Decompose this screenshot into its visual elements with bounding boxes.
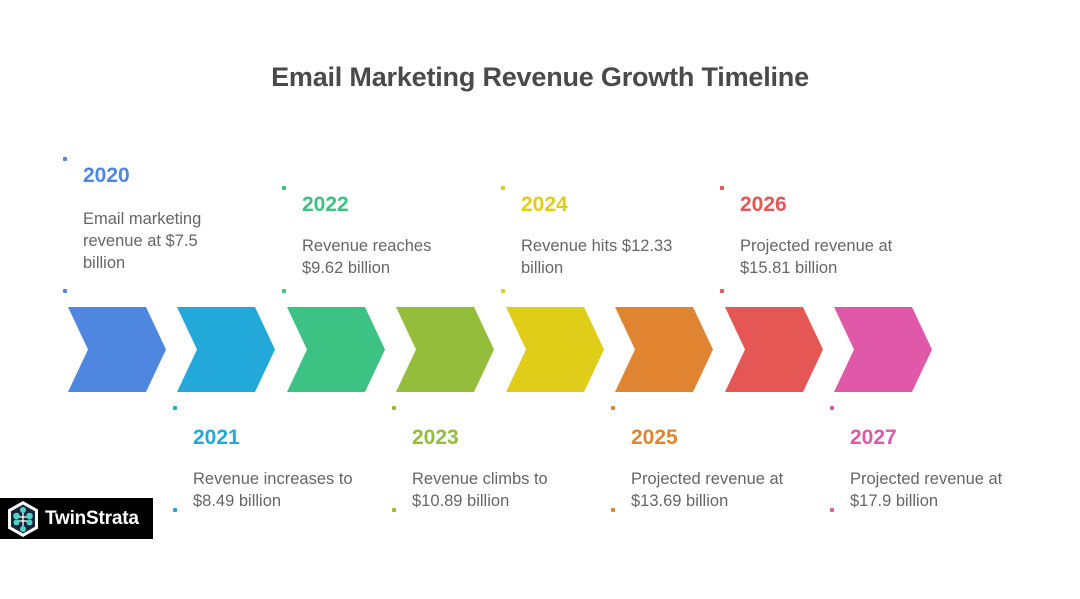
marker-dot — [63, 289, 67, 293]
marker-dot — [282, 186, 286, 190]
timeline-item-2022: 2022 Revenue reaches $9.62 billion — [302, 193, 512, 279]
year-label: 2023 — [412, 426, 459, 449]
chevron-2021 — [177, 307, 275, 392]
marker-dot — [830, 508, 834, 512]
chevron-2027 — [834, 307, 932, 392]
description: Projected revenue at $17.9 billion — [850, 470, 1003, 510]
description: Revenue climbs to $10.89 billion — [412, 470, 548, 510]
marker-dot — [611, 508, 615, 512]
timeline-item-2024: 2024 Revenue hits $12.33 billion — [521, 193, 731, 279]
timeline-item-2023: 2023 Revenue climbs to $10.89 billion — [412, 426, 622, 512]
description: Projected revenue at $13.69 billion — [631, 470, 784, 510]
description: Revenue reaches $9.62 billion — [302, 237, 432, 277]
year-label: 2027 — [850, 426, 897, 449]
marker-dot — [282, 289, 286, 293]
year-label: 2020 — [83, 164, 130, 187]
year-label: 2025 — [631, 426, 678, 449]
description: Revenue hits $12.33 billion — [521, 237, 673, 277]
timeline-item-2026: 2026 Projected revenue at $15.81 billion — [740, 193, 950, 279]
year-label: 2021 — [193, 426, 240, 449]
chevron-2025 — [615, 307, 713, 392]
marker-dot — [392, 508, 396, 512]
year-label: 2026 — [740, 193, 787, 216]
chevron-2020 — [68, 307, 166, 392]
marker-dot — [173, 406, 177, 410]
year-label: 2022 — [302, 193, 349, 216]
description: Revenue increases to $8.49 billion — [193, 470, 353, 510]
timeline-item-2027: 2027 Projected revenue at $17.9 billion — [850, 426, 1060, 512]
marker-dot — [611, 406, 615, 410]
page-title: Email Marketing Revenue Growth Timeline — [271, 62, 809, 92]
hexagon-network-logo-icon — [8, 500, 38, 537]
chevron-2023 — [396, 307, 494, 392]
marker-dot — [720, 186, 724, 190]
year-label: 2024 — [521, 193, 568, 216]
chevron-2022 — [287, 307, 385, 392]
brand-name: TwinStrata — [45, 507, 139, 529]
marker-dot — [392, 406, 396, 410]
marker-dot — [63, 157, 67, 161]
description: Email marketing revenue at $7.5 billion — [83, 210, 202, 272]
chevron-2024 — [506, 307, 604, 392]
marker-dot — [830, 406, 834, 410]
chevron-2026 — [725, 307, 823, 392]
timeline-item-2020: 2020 Email marketing revenue at $7.5 bil… — [83, 164, 233, 274]
marker-dot — [720, 289, 724, 293]
timeline-item-2021: 2021 Revenue increases to $8.49 billion — [193, 426, 403, 512]
description: Projected revenue at $15.81 billion — [740, 237, 893, 277]
marker-dot — [501, 186, 505, 190]
marker-dot — [173, 508, 177, 512]
marker-dot — [501, 289, 505, 293]
brand-logo: TwinStrata — [0, 498, 153, 539]
timeline-item-2025: 2025 Projected revenue at $13.69 billion — [631, 426, 841, 512]
